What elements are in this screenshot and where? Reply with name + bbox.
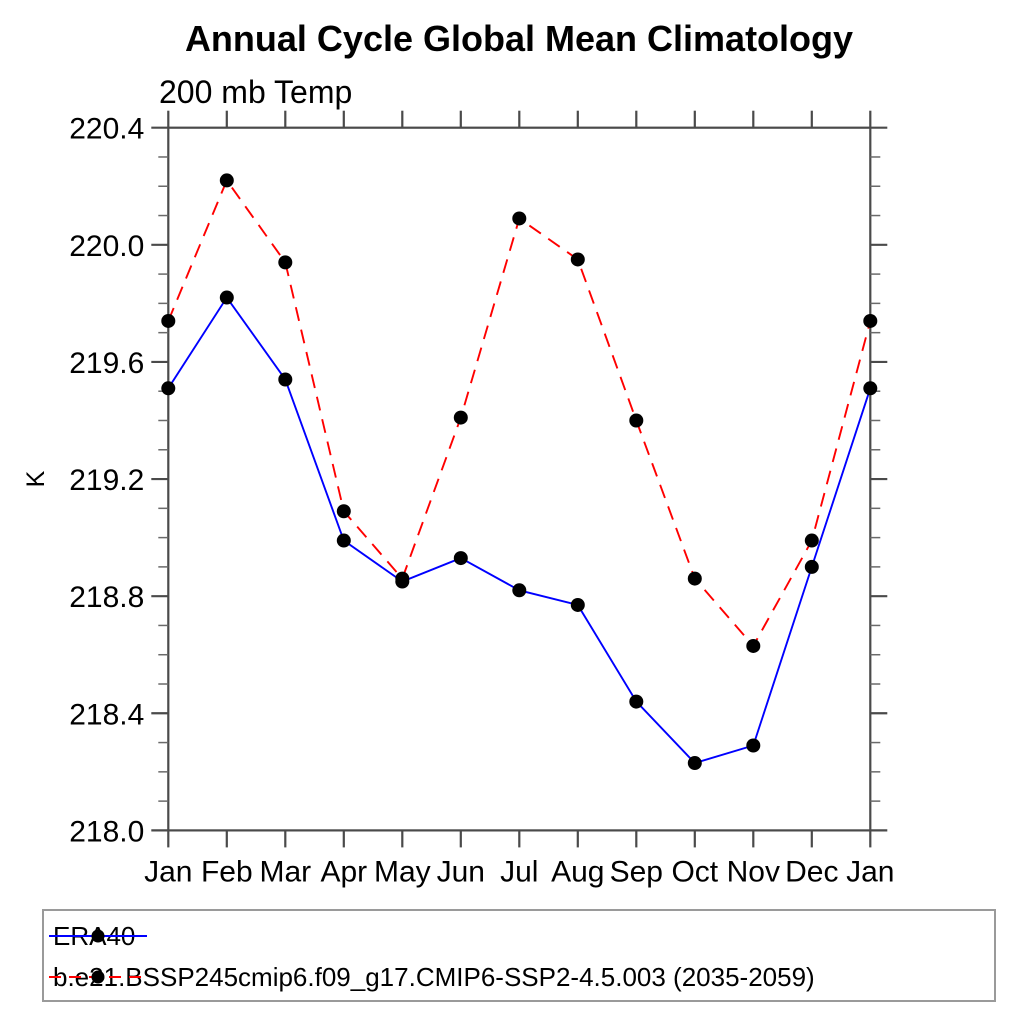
y-tick-label: 220.4 [69,113,144,146]
series-line-1 [167,178,872,648]
data-point-marker [336,504,351,519]
x-tick-label: Apr [320,855,367,888]
x-tick-label: Oct [671,855,718,888]
legend-line-marker-icon [49,970,147,984]
y-axis-title: K [22,470,50,487]
y-tick-label: 218.4 [69,698,144,731]
data-point-marker [804,559,819,574]
x-tick-label: Nov [727,855,780,888]
data-point-marker [863,381,878,396]
data-point-marker [278,255,293,270]
data-point-marker [863,313,878,328]
axis-frame [167,126,872,832]
x-tick-label: Jul [500,855,538,888]
legend-marker [91,929,105,943]
x-tick-label: May [374,855,431,888]
legend-label: b.e21.BSSP245cmip6.f09_g17.CMIP6-SSP2-4.… [53,961,815,992]
data-point-marker [629,694,644,709]
x-tick-label: Aug [551,855,604,888]
data-point-marker [453,410,468,425]
x-tick-label: Jan [846,855,894,888]
data-point-marker [278,372,293,387]
legend-line-marker-icon [49,929,147,943]
data-point-marker [687,756,702,771]
legend-item-model: b.e21.BSSP245cmip6.f09_g17.CMIP6-SSP2-4.… [49,961,815,993]
x-tick-label: Feb [201,855,253,888]
y-tick-label: 219.6 [69,347,144,380]
legend-item-era40: ERA40 [49,920,147,952]
data-point-marker [746,738,761,753]
data-point-marker [629,413,644,428]
data-point-marker [161,381,176,396]
data-point-marker [804,533,819,548]
data-point-marker [336,533,351,548]
chart-title: Annual Cycle Global Mean Climatology [184,18,854,59]
legend: ERA40 b.e21.BSSP245cmip6.f09_g17.CMIP6-S… [42,909,996,1002]
data-point-marker [512,583,527,598]
data-point-marker [746,638,761,653]
y-tick-label: 219.2 [69,464,144,497]
y-tick-label: 218.0 [69,815,144,848]
x-tick-label: Dec [785,855,838,888]
y-tick-label: 220.0 [69,230,144,263]
series-line-0 [167,295,872,765]
x-tick-label: Sep [610,855,663,888]
legend-marker [91,970,105,984]
data-point-marker [219,173,234,188]
data-point-marker [453,551,468,566]
data-point-marker [512,211,527,226]
x-tick-label: Jan [144,855,192,888]
data-point-marker [395,571,410,586]
data-point-marker [570,252,585,267]
data-point-marker [570,597,585,612]
x-tick-label: Mar [259,855,311,888]
x-tick-label: Jun [437,855,485,888]
data-point-marker [161,313,176,328]
data-point-marker [687,571,702,586]
data-point-marker [219,290,234,305]
y-tick-label: 218.8 [69,581,144,614]
chart-subtitle: 200 mb Temp [159,74,353,110]
